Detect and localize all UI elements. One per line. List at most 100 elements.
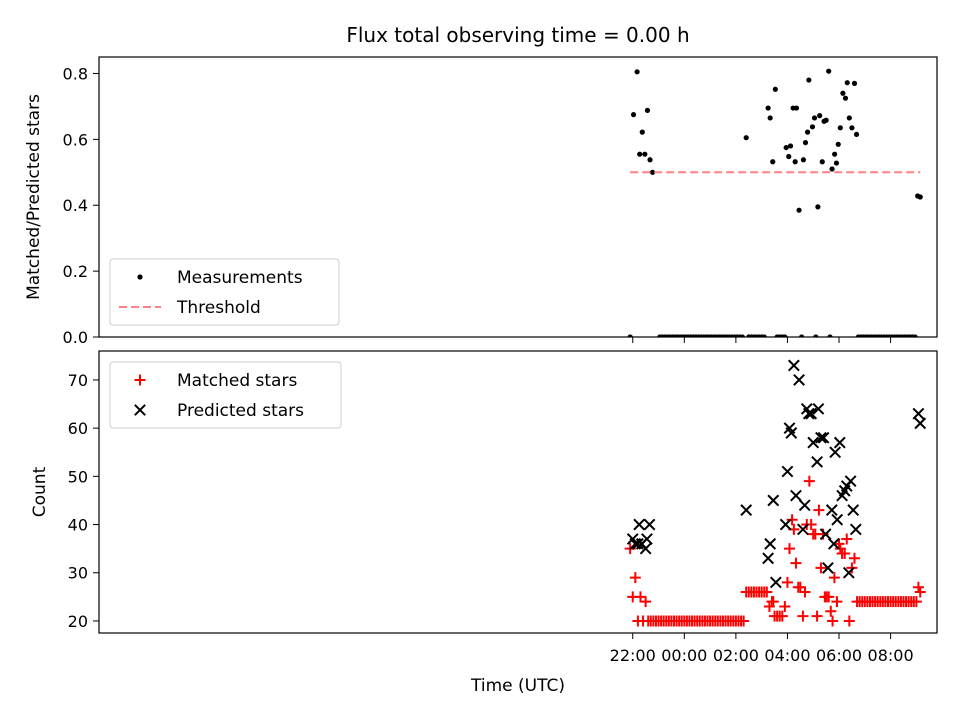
panel-frame-1 [98, 56, 938, 338]
measurement-point [793, 105, 800, 111]
predicted-stars-point [639, 542, 652, 555]
matched-stars-point [823, 591, 835, 603]
x-axis-label: Time (UTC) [470, 676, 565, 696]
predicted-stars-point [833, 436, 846, 449]
measurement-point [761, 334, 767, 337]
predicted-stars-point [811, 455, 824, 468]
measurement-point [739, 334, 745, 337]
predicted-stars-point [762, 552, 775, 565]
matched-stars-point [799, 586, 811, 598]
predicted-stars-point [817, 431, 830, 444]
measurement-point [802, 140, 809, 146]
predicted-stars-point [847, 504, 860, 516]
predicted-stars-point [798, 499, 811, 512]
measurement-point [823, 117, 829, 123]
x-tick-label: 22:00 [610, 646, 656, 665]
y-axis-label: Count [30, 466, 50, 517]
measurement-point [826, 68, 832, 74]
matched-stars-point [779, 600, 791, 612]
predicted-stars-point [631, 537, 644, 550]
predicted-stars-point [779, 518, 792, 531]
measurement-point [819, 159, 825, 165]
plot-layer: 0.0 0.2 0.4 0.6 0.8 Matched/Predicted stars Me… [24, 56, 938, 665]
measurement-point [804, 129, 811, 135]
measurement-point [849, 125, 855, 131]
matched-stars-point [827, 615, 839, 627]
measurement-point [844, 80, 850, 86]
measurement-point [912, 334, 918, 337]
predicted-stars-point [790, 489, 802, 502]
measurement-point [809, 124, 816, 130]
matched-stars-point [781, 576, 793, 588]
measurement-point [837, 125, 843, 131]
predicted-stars-point [827, 537, 840, 550]
matched-stars-point [846, 562, 858, 574]
measurement-point [917, 194, 923, 200]
predicted-stars-point [769, 576, 782, 589]
legend-label: Threshold [176, 298, 261, 318]
x-tick-label: 02:00 [713, 646, 759, 665]
y-tick-label: 70 [68, 371, 88, 390]
measurement-point [787, 143, 794, 149]
matched-stars-point [811, 610, 823, 622]
matched-stars-point [815, 562, 827, 574]
y-tick-label: 20 [68, 612, 88, 631]
measurement-point [853, 131, 860, 138]
matched-stars-point [914, 586, 926, 598]
measurement-point [770, 159, 776, 165]
y-tick-label: 0.0 [63, 328, 88, 347]
y-axis-label: Matched/Predicted stars [24, 94, 44, 300]
y-tick-label: 0.2 [63, 262, 88, 281]
matched-stars-point [839, 547, 851, 559]
measurement-point [630, 112, 637, 118]
y-tick-label: 0.6 [63, 130, 88, 149]
predicted-stars-point [134, 404, 146, 416]
measurement-point [639, 129, 645, 135]
matched-stars-point [841, 533, 853, 545]
matched-stars-point [767, 596, 779, 608]
matched-stars-point [640, 596, 652, 608]
predicted-stars-point [822, 562, 834, 574]
legend-label: Predicted stars [177, 401, 304, 421]
measurement-point [813, 334, 819, 337]
measurement-point [835, 141, 841, 147]
legend-label: Measurements [177, 268, 303, 288]
plot-panel-2 [624, 359, 927, 627]
predicted-stars-point [831, 513, 844, 526]
predicted-stars-point [641, 533, 653, 545]
measurement-point [642, 151, 648, 157]
legend-box [109, 258, 340, 326]
measurement-point [817, 113, 823, 119]
predicted-stars-point [797, 523, 809, 536]
predicted-stars-point [825, 504, 838, 516]
matched-stars-point [134, 374, 146, 386]
panel-frame-2 [98, 350, 938, 634]
measurement-point [796, 207, 802, 213]
measurement-point [799, 334, 805, 337]
legend-box [109, 361, 342, 429]
matched-stars-point [761, 586, 773, 598]
predicted-stars-point [815, 431, 827, 444]
measurement-point [786, 153, 792, 160]
predicted-stars-point [787, 359, 800, 372]
matched-stars-point [828, 572, 840, 584]
x-tick-label: 08:00 [868, 646, 914, 665]
matched-stars-point [790, 557, 802, 569]
chart-title: Flux total observing time = 0.00 h [346, 23, 689, 47]
matched-stars-point [786, 514, 798, 526]
matched-stars-point [784, 543, 796, 555]
y-tick-label: 40 [68, 516, 88, 535]
predicted-stars-point [740, 504, 753, 516]
y-tick-label: 60 [68, 419, 88, 438]
predicted-stars-point [781, 465, 794, 478]
measurement-point [637, 151, 643, 157]
measurement-point [644, 107, 651, 113]
matched-stars-point [912, 581, 924, 593]
matched-stars-point [910, 596, 922, 608]
matched-stars-point [634, 591, 646, 603]
matched-stars-point [738, 615, 750, 627]
measurement-point [649, 169, 656, 175]
predicted-stars-point [805, 407, 818, 420]
